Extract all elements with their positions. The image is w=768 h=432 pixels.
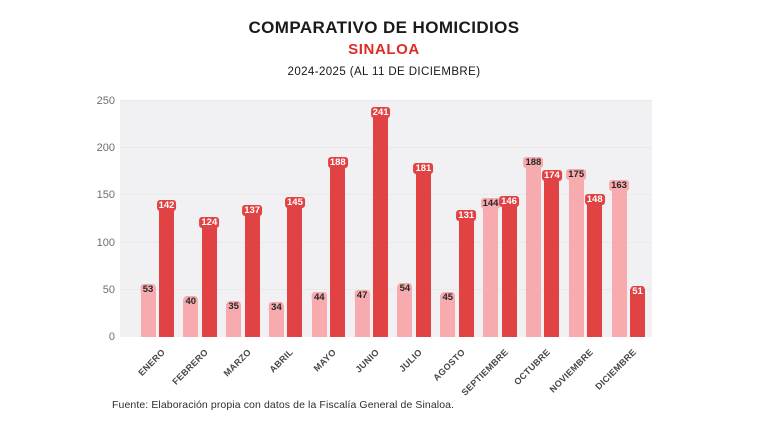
bar-group-febrero: 40 124 (183, 216, 220, 337)
x-tick-label-febrero: FEBRERO (170, 347, 210, 387)
bar-group-noviembre: 175 148 (566, 168, 605, 337)
y-tick-label-50: 50 (102, 283, 115, 296)
chart-header: COMPARATIVO DE HOMICIDIOS SINALOA 2024-2… (0, 18, 768, 78)
bar-2025-mayo: 188 (327, 156, 348, 337)
bar-2025-noviembre: 148 (584, 194, 605, 337)
bar-2025-abril: 145 (285, 197, 305, 337)
bar-value-label: 241 (370, 106, 391, 118)
x-tick-label-enero: ENERO (136, 347, 168, 378)
bar-value-label: 174 (541, 169, 562, 181)
bar-value-label: 53 (140, 283, 156, 295)
y-tick-label-100: 100 (96, 236, 115, 249)
bar-2024-marzo: 35 (226, 300, 242, 337)
bar-2024-enero: 53 (140, 283, 156, 337)
bar-group-diciembre: 163 51 (609, 180, 646, 337)
bar-value-label: 47 (354, 289, 370, 301)
bar-group-abril: 34 145 (268, 197, 305, 337)
bar-value-label: 34 (269, 301, 284, 313)
bar-2025-febrero: 124 (199, 216, 220, 337)
bar-group-julio: 54 181 (397, 163, 434, 337)
bar-value-label: 175 (566, 168, 587, 180)
bar-group-agosto: 45 131 (440, 210, 477, 337)
bar-value-label: 124 (199, 216, 220, 228)
bar-value-label: 144 (480, 198, 501, 210)
bar-value-label: 35 (226, 300, 241, 312)
bar-2024-noviembre: 175 (566, 168, 587, 337)
chart-subtitle-state: SINALOA (348, 41, 420, 58)
x-tick-label-julio: JULIO (397, 347, 424, 374)
bar-value-label: 45 (440, 291, 456, 303)
bar-value-label: 40 (183, 296, 199, 308)
bar-2024-julio: 54 (397, 283, 413, 337)
bar-2024-octubre: 188 (523, 156, 544, 337)
chart-title: COMPARATIVO DE HOMICIDIOS (248, 18, 520, 37)
bar-2024-agosto: 45 (440, 291, 456, 337)
bar-2024-septiembre: 144 (480, 198, 501, 337)
bar-value-label: 188 (327, 156, 348, 168)
y-tick-label-0: 0 (108, 331, 115, 343)
bar-value-label: 142 (156, 199, 177, 211)
bar-2025-enero: 142 (156, 199, 177, 337)
x-tick-label-mayo: MAYO (311, 347, 339, 374)
source-note: Fuente: Elaboración propia con datos de … (112, 399, 455, 411)
bar-group-mayo: 44 188 (311, 156, 348, 337)
bar-value-label: 54 (397, 283, 413, 295)
x-tick-label-agosto: AGOSTO (430, 347, 467, 383)
bar-2024-abril: 34 (268, 301, 284, 337)
bar-value-label: 137 (242, 204, 263, 216)
bar-value-label: 188 (523, 156, 544, 168)
bar-2024-mayo: 44 (311, 292, 327, 337)
chart-period: 2024-2025 (AL 11 DE DICIEMBRE) (287, 66, 481, 78)
bar-group-octubre: 188 174 (523, 156, 562, 337)
bar-value-label: 181 (413, 163, 434, 175)
plot-area: 53 142 40 124 35 137 34 145 44 188 47 241 54 181 45 131… (120, 100, 652, 337)
bar-value-label: 51 (630, 285, 645, 297)
bar-2025-agosto: 131 (456, 210, 477, 337)
bar-2024-febrero: 40 (183, 296, 199, 337)
bar-value-label: 145 (285, 197, 305, 209)
bar-group-enero: 53 142 (140, 199, 177, 337)
bar-2024-diciembre: 163 (609, 180, 629, 337)
gridline-250 (120, 100, 652, 101)
bar-2025-junio: 241 (370, 106, 391, 337)
bar-2025-marzo: 137 (242, 204, 263, 337)
bar-2025-diciembre: 51 (630, 285, 646, 337)
bar-2025-octubre: 174 (541, 169, 562, 337)
bar-group-marzo: 35 137 (226, 204, 263, 337)
bar-value-label: 131 (456, 210, 477, 222)
x-tick-label-noviembre: NOVIEMBRE (547, 347, 596, 395)
x-tick-label-diciembre: DICIEMBRE (593, 347, 639, 392)
y-tick-label-200: 200 (96, 142, 115, 155)
bar-value-label: 44 (311, 292, 327, 304)
x-tick-label-junio: JUNIO (353, 347, 382, 375)
bar-value-label: 148 (584, 194, 605, 206)
bar-group-junio: 47 241 (354, 106, 391, 337)
y-tick-label-250: 250 (96, 95, 115, 107)
bar-2025-septiembre: 146 (499, 196, 519, 337)
bar-2024-junio: 47 (354, 289, 370, 337)
y-tick-label-150: 150 (96, 189, 115, 202)
bar-group-septiembre: 144 146 (480, 196, 519, 337)
bar-value-label: 163 (609, 180, 629, 192)
bar-value-label: 146 (499, 196, 519, 208)
bar-2025-julio: 181 (413, 163, 434, 337)
